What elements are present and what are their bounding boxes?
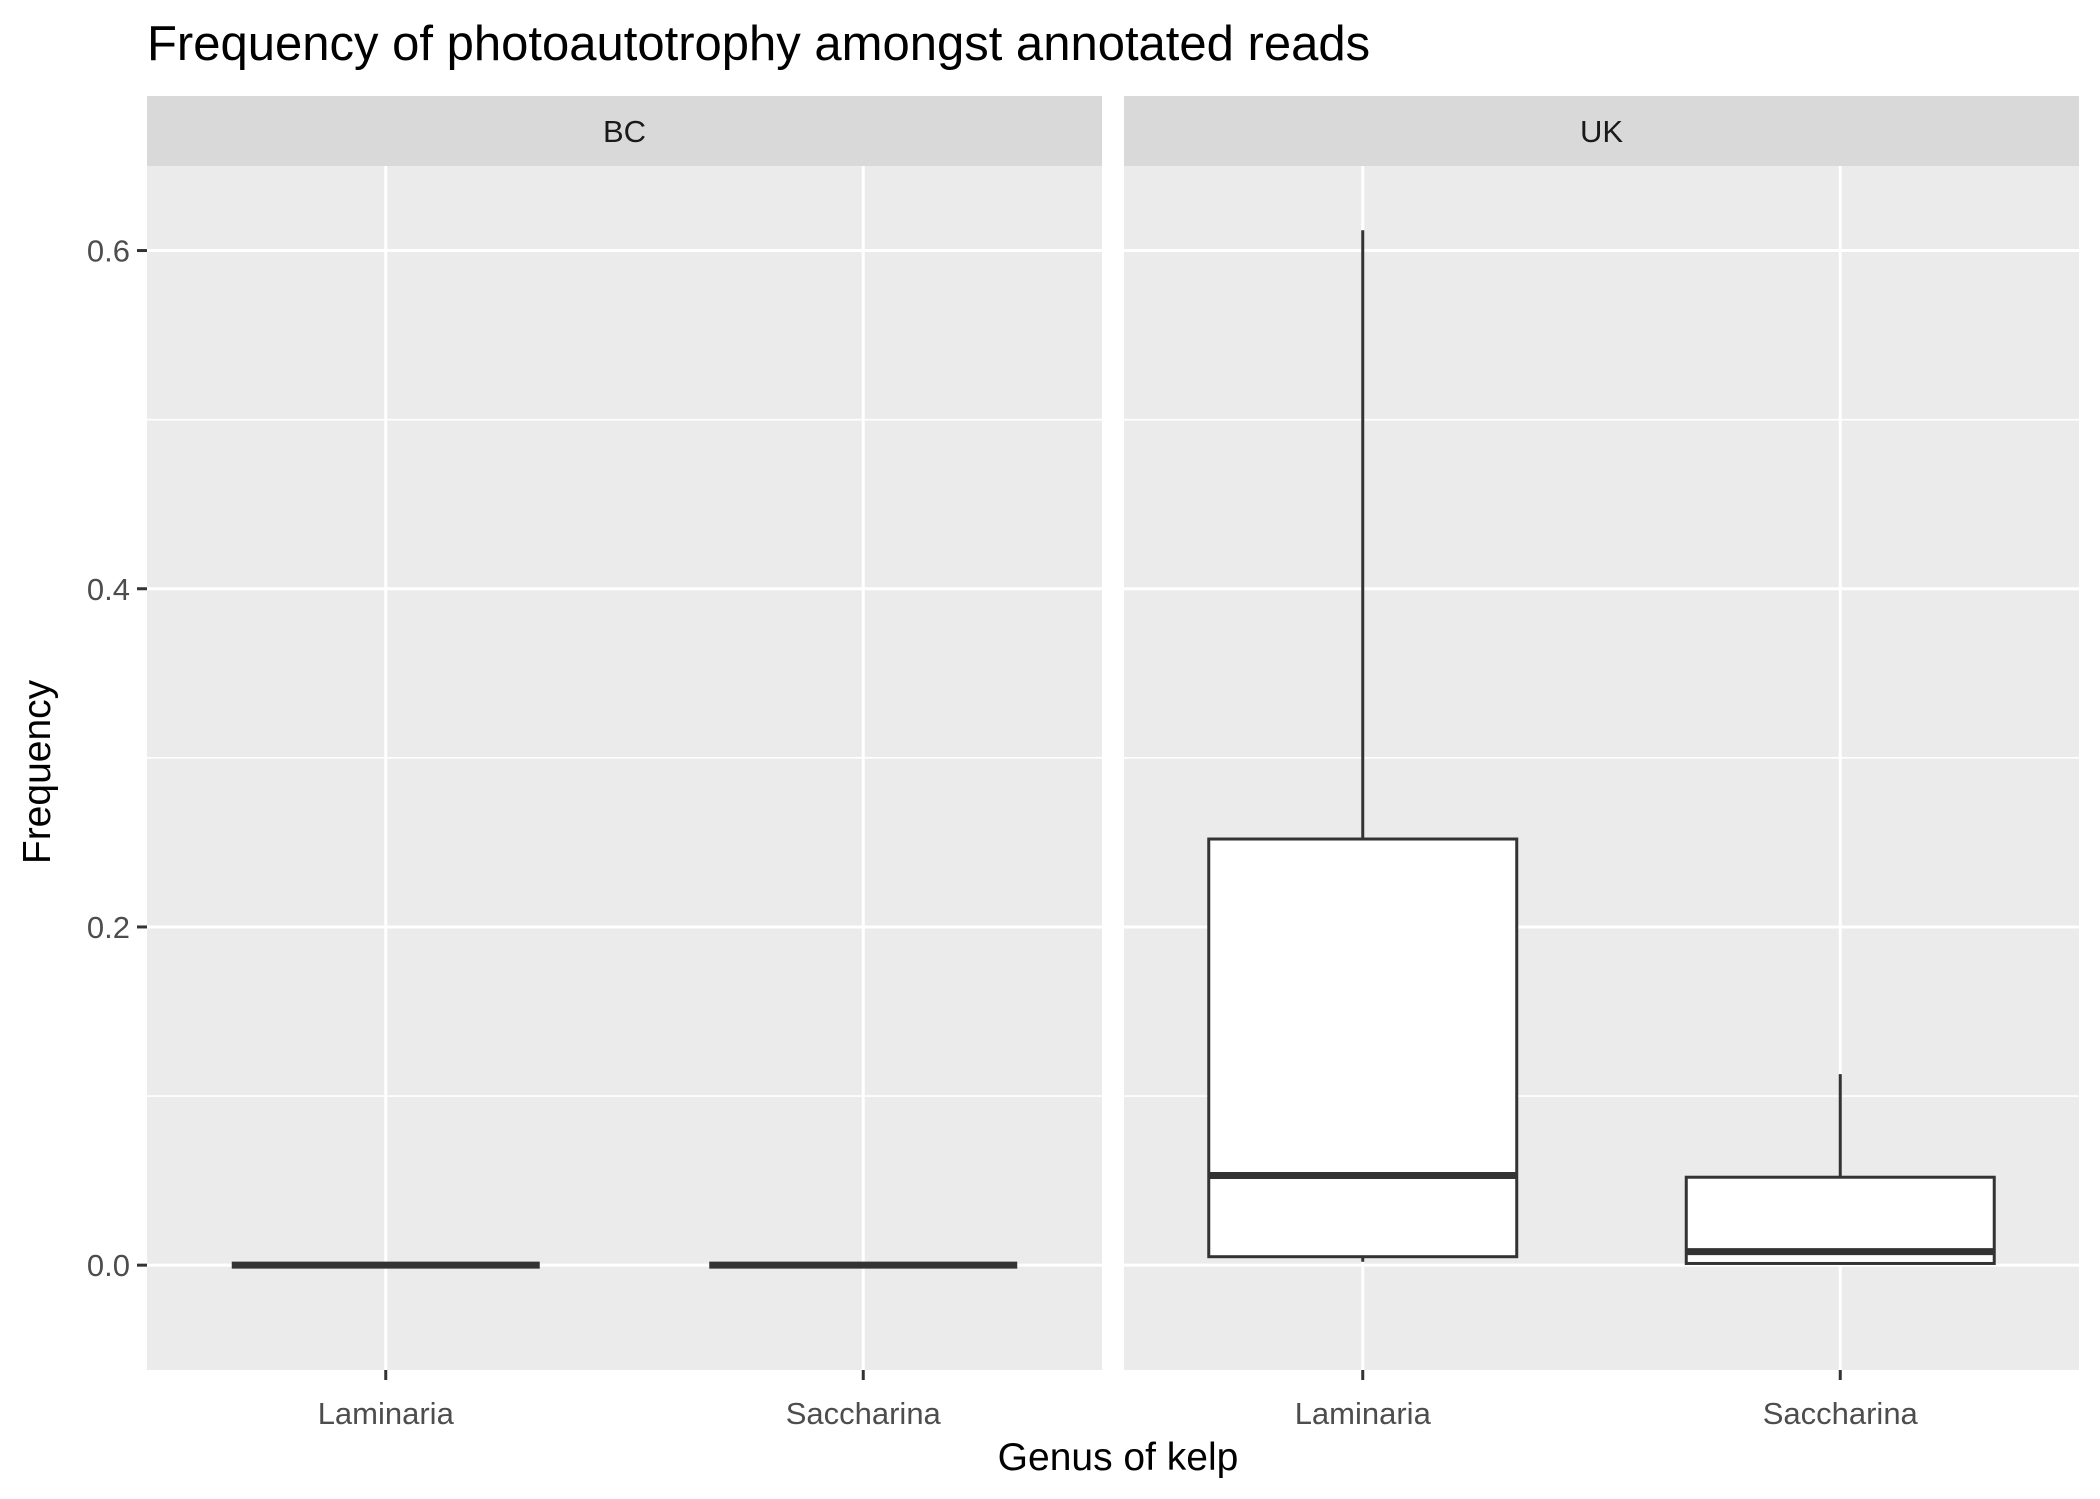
facet-uk: UK Laminaria Saccharina [1124,96,2079,1431]
facet-strip [1124,96,2079,166]
y-tick-label: 0.2 [87,910,130,945]
box-saccharina [1684,1074,1996,1265]
x-tick-label: Laminaria [318,1396,455,1431]
y-tick-label: 0.0 [87,1248,130,1283]
y-tick-label: 0.6 [87,234,130,269]
x-tick-label: Laminaria [1295,1396,1432,1431]
chart-title: Frequency of photoautotrophy amongst ann… [147,17,1370,71]
panel-background [147,166,1102,1370]
facet-bc: BC Laminaria Saccharina [147,96,1102,1431]
y-axis-title: Frequency [16,679,59,864]
x-axis-title: Genus of kelp [998,1436,1239,1479]
facet-panels: BC Laminaria Saccharina UK Laminaria Sacchari… [147,96,2079,1431]
y-tick-label: 0.4 [87,572,130,607]
y-axis: 0.0 0.2 0.4 0.6 [87,234,147,1283]
facet-strip [147,96,1102,166]
facet-strip-label: UK [1580,114,1623,149]
box-laminaria [1207,230,1519,1262]
x-tick-label: Saccharina [786,1396,942,1431]
x-tick-label: Saccharina [1763,1396,1919,1431]
box-iqr [1207,837,1519,1259]
facet-strip-label: BC [603,114,646,149]
